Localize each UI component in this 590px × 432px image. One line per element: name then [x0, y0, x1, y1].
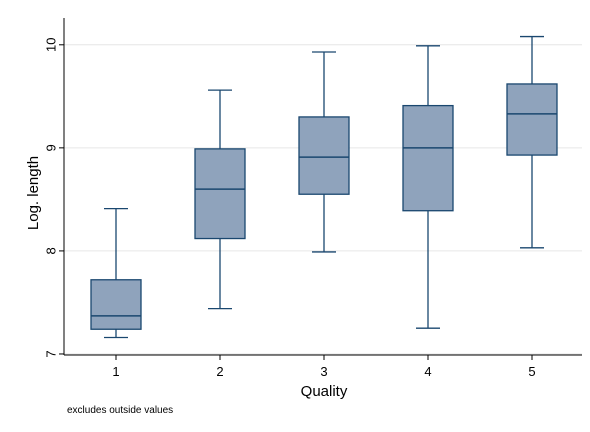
- iqr-box: [402, 104, 454, 212]
- x-tick-label: 2: [216, 364, 223, 379]
- boxes: [90, 35, 558, 339]
- iqr-box: [90, 279, 142, 330]
- box-2: [194, 89, 246, 310]
- y-tick-label: 8: [43, 247, 58, 254]
- x-tick-label: 1: [112, 364, 119, 379]
- box-3: [298, 51, 350, 253]
- x-tick-label: 4: [424, 364, 431, 379]
- x-axis-title: Quality: [301, 383, 348, 400]
- chart-note: excludes outside values: [67, 405, 173, 416]
- x-tick-label: 5: [528, 364, 535, 379]
- iqr-box: [506, 83, 558, 156]
- iqr-box: [194, 148, 246, 240]
- box-4: [402, 45, 454, 329]
- y-tick-label: 7: [43, 350, 58, 357]
- y-tick-label: 10: [43, 38, 58, 52]
- y-tick-label: 9: [43, 144, 58, 151]
- x-tick-label: 3: [320, 364, 327, 379]
- axes: 7 8 9 10 1 2 3 4 5: [43, 18, 582, 379]
- box-5: [506, 35, 558, 249]
- iqr-box: [298, 116, 350, 195]
- box-1: [90, 208, 142, 339]
- y-axis-title: Log. length: [25, 156, 42, 230]
